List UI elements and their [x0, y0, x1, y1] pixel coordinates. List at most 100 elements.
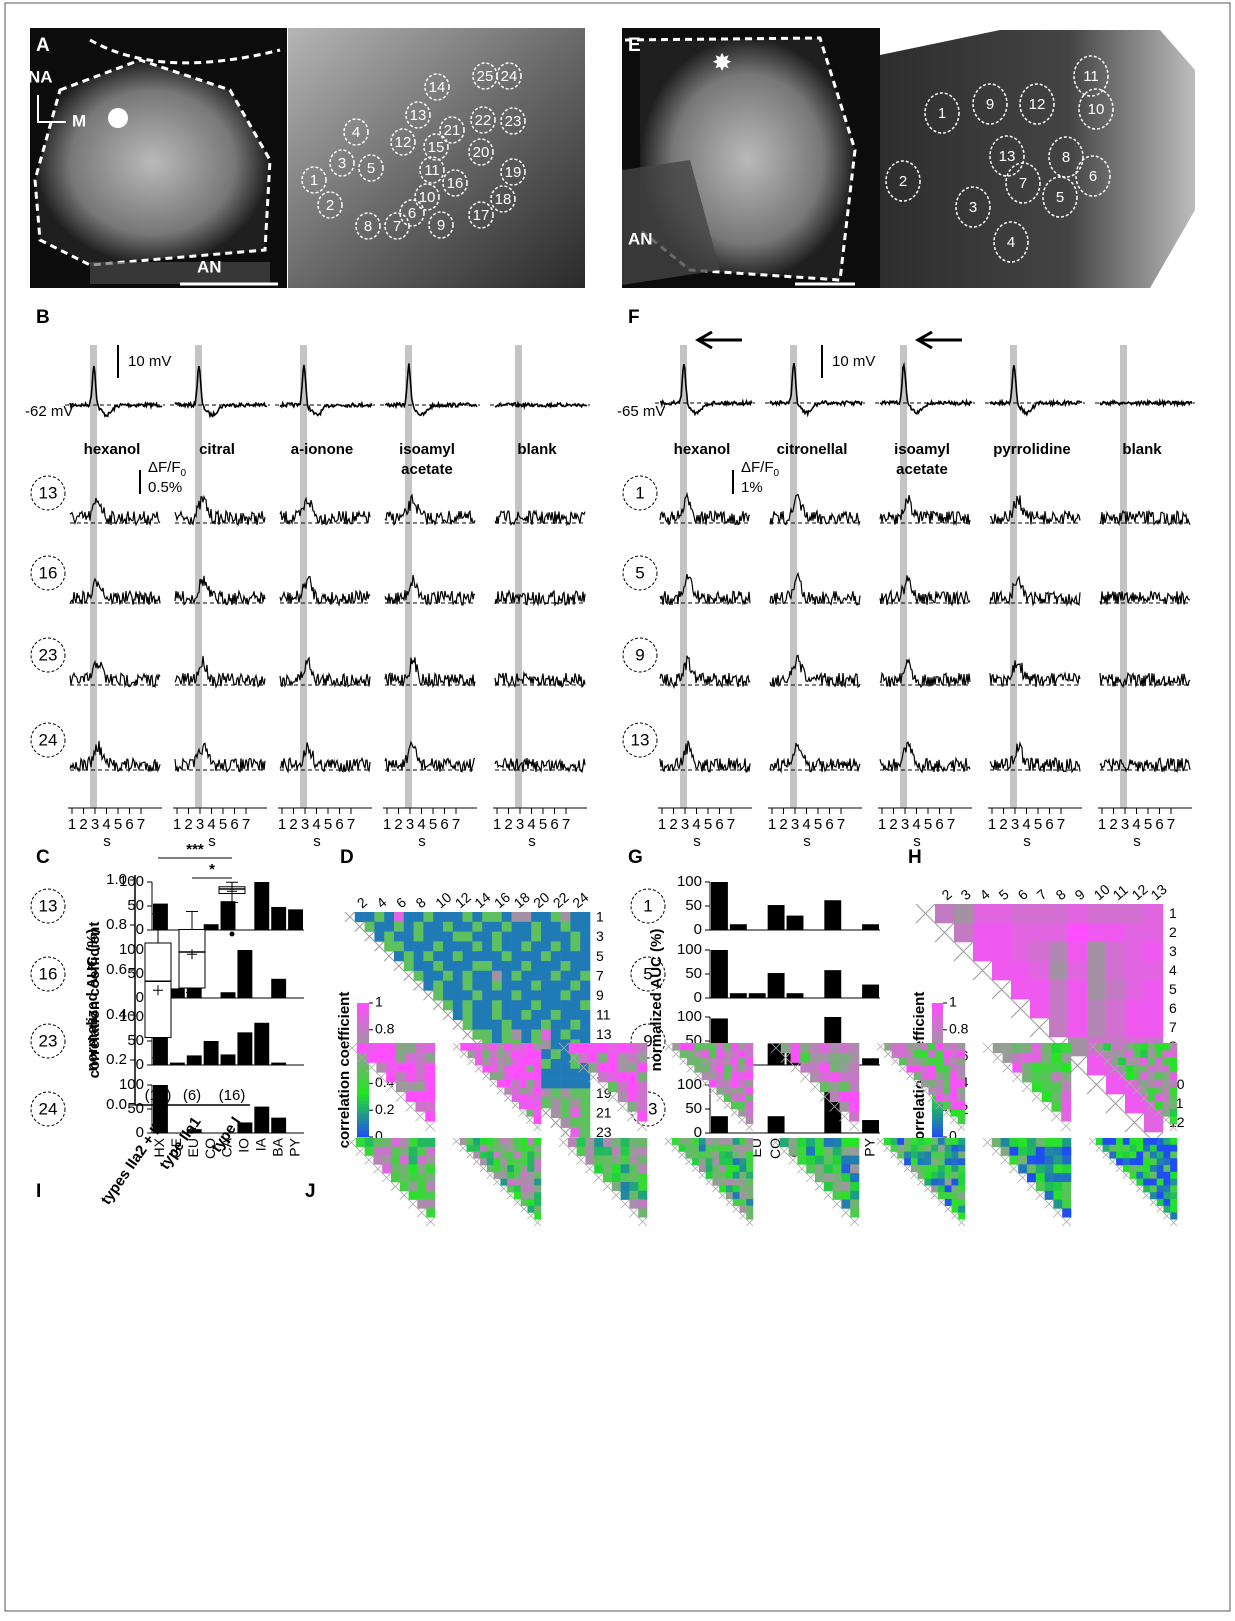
thumbnail-cell — [1053, 1182, 1063, 1192]
thumbnail-cell — [486, 1165, 494, 1173]
time-tick-label: 4 — [207, 816, 215, 833]
heatmap-cell — [384, 931, 395, 942]
fluorescence-trace — [659, 655, 751, 690]
mean-marker — [227, 886, 237, 897]
thumbnail-cell — [910, 1151, 918, 1159]
column-label: 12 — [452, 889, 474, 911]
heatmap-cell — [482, 1000, 493, 1011]
heatmap-cell — [570, 970, 581, 981]
heatmap-cell — [560, 1068, 571, 1079]
heatmap-cell — [1106, 961, 1126, 981]
thumbnail-cell — [526, 1094, 534, 1102]
heatmap-cell — [452, 951, 463, 962]
heatmap-cell — [374, 931, 385, 942]
heatmap-cell — [443, 990, 454, 1001]
roi-outline — [405, 101, 431, 129]
column-label: 10 — [432, 889, 454, 911]
thumbnail-cell — [598, 1062, 609, 1073]
diagonal-cross — [876, 1042, 885, 1051]
thumbnail-cell — [1035, 1164, 1045, 1174]
column-label: 4 — [373, 894, 389, 911]
heatmap-cell — [433, 980, 444, 991]
heatmap-cell — [560, 1039, 571, 1050]
row-label: 19 — [596, 1085, 612, 1101]
thumbnail-cell — [1000, 1146, 1010, 1156]
diagonal-cross — [780, 1052, 791, 1063]
thumbnail-cell — [382, 1164, 392, 1174]
thumbnail-cell — [1143, 1144, 1151, 1152]
thumbnail-cell — [950, 1109, 958, 1117]
thumbnail-cell — [627, 1101, 638, 1112]
heatmap-cell — [570, 1108, 581, 1119]
thumbnail-cell — [629, 1164, 639, 1174]
thumbnail-cell — [935, 1065, 944, 1073]
thumbnail-cell — [425, 1052, 436, 1063]
thumbnail-cell — [1170, 1171, 1178, 1179]
heatmap-cell — [452, 990, 463, 1001]
heatmap-cell — [501, 951, 512, 962]
thumbnail-cell — [935, 1087, 944, 1095]
diagonal-cross — [898, 1064, 907, 1073]
diagonal-cross — [1061, 1216, 1072, 1227]
thumbnail-cell — [685, 1144, 693, 1152]
thumbnail-cell — [732, 1151, 740, 1159]
heatmap-cell — [1068, 980, 1088, 1000]
diagonal-cross — [390, 1181, 401, 1192]
thumbnail-cell — [504, 1087, 512, 1095]
thumbnail-cell — [944, 1144, 952, 1152]
thumbnail-cell — [504, 1043, 512, 1051]
fluorescence-trace — [659, 491, 751, 526]
thumbnail-cell — [1009, 1155, 1019, 1165]
thumbnail-cell — [951, 1158, 959, 1166]
heatmap-cell — [550, 1029, 561, 1040]
thumbnail-cell — [1156, 1198, 1164, 1206]
diagonal-cross — [790, 1062, 801, 1073]
thumbnail-cell — [489, 1050, 498, 1058]
diagonal-cross — [716, 1094, 724, 1102]
heatmap-cell — [550, 1098, 561, 1109]
thumbnail-cell — [935, 1050, 944, 1058]
thumbnail-cell — [800, 1043, 811, 1054]
thumbnail-cell — [928, 1087, 936, 1095]
roi-circle — [30, 888, 66, 924]
thumbnail-cell — [850, 1208, 860, 1218]
thumbnail-cell — [620, 1155, 630, 1165]
thumbnail-cell — [489, 1057, 498, 1066]
thumbnail-cell — [1136, 1138, 1144, 1146]
colorbar-segment — [357, 1113, 369, 1118]
thumbnail-cell — [1118, 1057, 1126, 1066]
diagonal-cross — [935, 1101, 944, 1110]
thumbnail-cell — [943, 1094, 951, 1102]
thumbnail-cell — [958, 1198, 966, 1206]
time-tick-label: 3 — [196, 816, 204, 833]
thumbnail-cell — [1044, 1164, 1054, 1174]
thumbnail-cell — [1051, 1043, 1062, 1054]
thumbnail-cell — [417, 1190, 427, 1200]
thumbnail-cell — [1061, 1043, 1072, 1054]
heatmap-cell — [492, 1029, 503, 1040]
thumbnail-cell — [739, 1178, 747, 1186]
diagonal-cross — [356, 1052, 367, 1063]
diagonal-cross — [1125, 1079, 1134, 1088]
thumbnail-cell — [1062, 1173, 1072, 1183]
thumbnail-cell — [627, 1052, 638, 1063]
heatmap-cell — [1125, 1018, 1145, 1038]
fluorescence-trace — [1099, 671, 1191, 689]
diagonal-cross — [1103, 1057, 1112, 1066]
thumbnail-cell — [511, 1050, 520, 1058]
roi-outline — [1048, 136, 1084, 178]
thumbnail-cell — [520, 1151, 528, 1159]
thumbnail-cell — [594, 1164, 604, 1174]
thumbnail-cell — [745, 1116, 754, 1124]
thumbnail-cell — [607, 1082, 618, 1093]
heatmap-cell — [570, 1059, 581, 1070]
thumbnail-cell — [731, 1079, 739, 1088]
thumbnail-cell — [731, 1087, 739, 1095]
thumbnail-cell — [712, 1144, 720, 1152]
box — [144, 942, 172, 1038]
thumbnail-cell — [1140, 1087, 1148, 1095]
roi-outline — [301, 166, 327, 194]
thumbnail-cell — [1162, 1057, 1170, 1066]
thumbnail-cell — [797, 1146, 807, 1156]
heatmap-cell — [433, 921, 444, 932]
